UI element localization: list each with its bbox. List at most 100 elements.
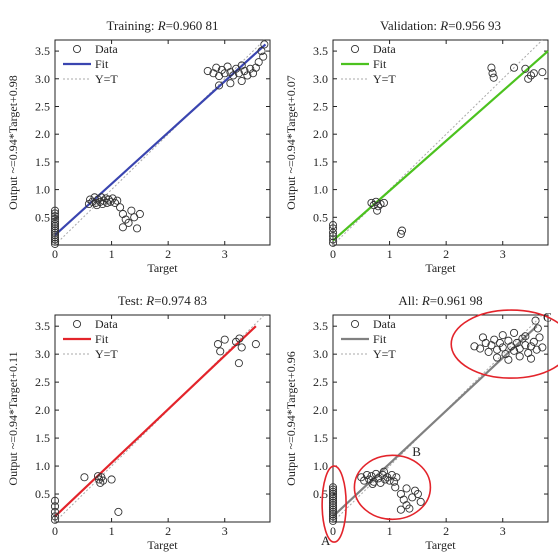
chart-title-prefix: Test: <box>118 293 146 308</box>
data-point <box>243 71 252 80</box>
data-point <box>396 505 405 514</box>
data-point <box>104 195 113 204</box>
x-tick-label: 1 <box>109 247 115 261</box>
data-point <box>50 512 60 521</box>
x-axis-label: Target <box>425 261 456 275</box>
data-point <box>510 63 519 72</box>
data-point <box>240 66 249 76</box>
y-axis-label: Output ~=0.94*Target+0.96 <box>284 351 298 486</box>
data-point <box>118 223 127 232</box>
legend-data-label: Data <box>95 317 118 331</box>
data-point <box>50 224 60 233</box>
fit-line <box>54 325 257 518</box>
data-point <box>510 328 519 337</box>
data-point <box>488 69 497 78</box>
legend-fit-label: Fit <box>95 332 109 346</box>
data-point <box>504 336 513 345</box>
data-point <box>235 334 244 343</box>
data-point <box>328 228 338 237</box>
data-point <box>385 476 394 485</box>
chart-title-r: R <box>439 18 448 33</box>
y-tick-label: 1.5 <box>313 155 328 169</box>
axes-frame <box>54 314 271 523</box>
data-point <box>132 224 142 233</box>
y-tick-label: 3.0 <box>313 72 328 86</box>
y-tick-label: 2.5 <box>313 375 328 389</box>
data-point <box>328 483 338 492</box>
legend-data-marker <box>72 319 82 329</box>
data-point <box>50 515 60 524</box>
data-point <box>504 355 513 364</box>
data-point <box>328 503 338 512</box>
data-point <box>524 348 533 358</box>
data-point <box>213 340 222 349</box>
data-point <box>135 209 144 219</box>
data-point <box>50 507 60 516</box>
chart-title-prefix: All: <box>398 293 421 308</box>
annotation-a: A <box>321 533 331 548</box>
data-point <box>114 507 123 516</box>
data-point <box>493 353 502 362</box>
data-point <box>328 232 338 241</box>
data-point <box>328 224 338 233</box>
data-point <box>328 235 338 244</box>
chart-title-value: =0.956 93 <box>448 18 501 33</box>
data-point <box>203 66 212 76</box>
chart-title-prefix: Training: <box>107 18 158 33</box>
data-point <box>50 212 60 221</box>
cluster-b-ellipse <box>353 454 432 521</box>
y-tick-label: 1.0 <box>35 183 50 197</box>
y-tick-label: 2.5 <box>35 99 50 113</box>
chart-title: Test: R=0.974 83 <box>118 293 207 308</box>
x-tick-label: 1 <box>109 524 115 538</box>
data-point <box>526 71 536 80</box>
data-point <box>328 510 338 519</box>
data-point <box>532 345 541 354</box>
data-point <box>237 343 246 352</box>
x-tick-label: 2 <box>165 247 171 261</box>
y-tick-label: 3.0 <box>313 347 328 361</box>
data-point <box>373 206 382 215</box>
data-point <box>220 335 229 344</box>
x-tick-label: 2 <box>443 524 449 538</box>
data-point <box>50 502 60 511</box>
data-point <box>95 475 104 484</box>
y-equals-t-line <box>54 314 265 523</box>
data-point <box>391 483 400 492</box>
x-tick-label: 3 <box>222 247 228 261</box>
legend-data-label: Data <box>95 42 118 56</box>
data-point <box>328 492 338 501</box>
data-point <box>328 485 338 494</box>
data-point <box>484 347 493 356</box>
legend-data-marker <box>72 44 82 54</box>
data-point <box>328 496 338 505</box>
data-point <box>50 219 60 228</box>
data-point <box>107 475 116 484</box>
legend-yt-label: Y=T <box>373 347 396 361</box>
legend-data-marker <box>350 319 360 329</box>
x-tick-label: 1 <box>387 247 393 261</box>
data-point <box>99 476 108 485</box>
axes-frame <box>332 314 549 523</box>
data-point <box>533 324 542 333</box>
data-point <box>116 203 125 212</box>
data-point <box>50 226 60 235</box>
x-tick-label: 3 <box>222 524 228 538</box>
legend-yt-label: Y=T <box>95 72 118 86</box>
data-point <box>113 196 122 205</box>
legend-fit-label: Fit <box>373 332 387 346</box>
data-point <box>234 69 243 78</box>
chart-title: Validation: R=0.956 93 <box>380 18 501 33</box>
axes-frame <box>332 39 549 246</box>
y-tick-label: 3.5 <box>313 319 328 333</box>
data-point <box>510 346 519 355</box>
y-axis-label: Output ~=0.94*Target+0.07 <box>284 75 298 210</box>
y-tick-label: 2.5 <box>313 99 328 113</box>
data-point <box>489 73 498 82</box>
data-point <box>379 198 388 207</box>
data-point <box>498 331 507 340</box>
data-point <box>405 504 414 513</box>
y-tick-label: 2.0 <box>313 403 328 417</box>
data-point <box>476 344 485 353</box>
y-tick-label: 2.5 <box>35 375 50 389</box>
